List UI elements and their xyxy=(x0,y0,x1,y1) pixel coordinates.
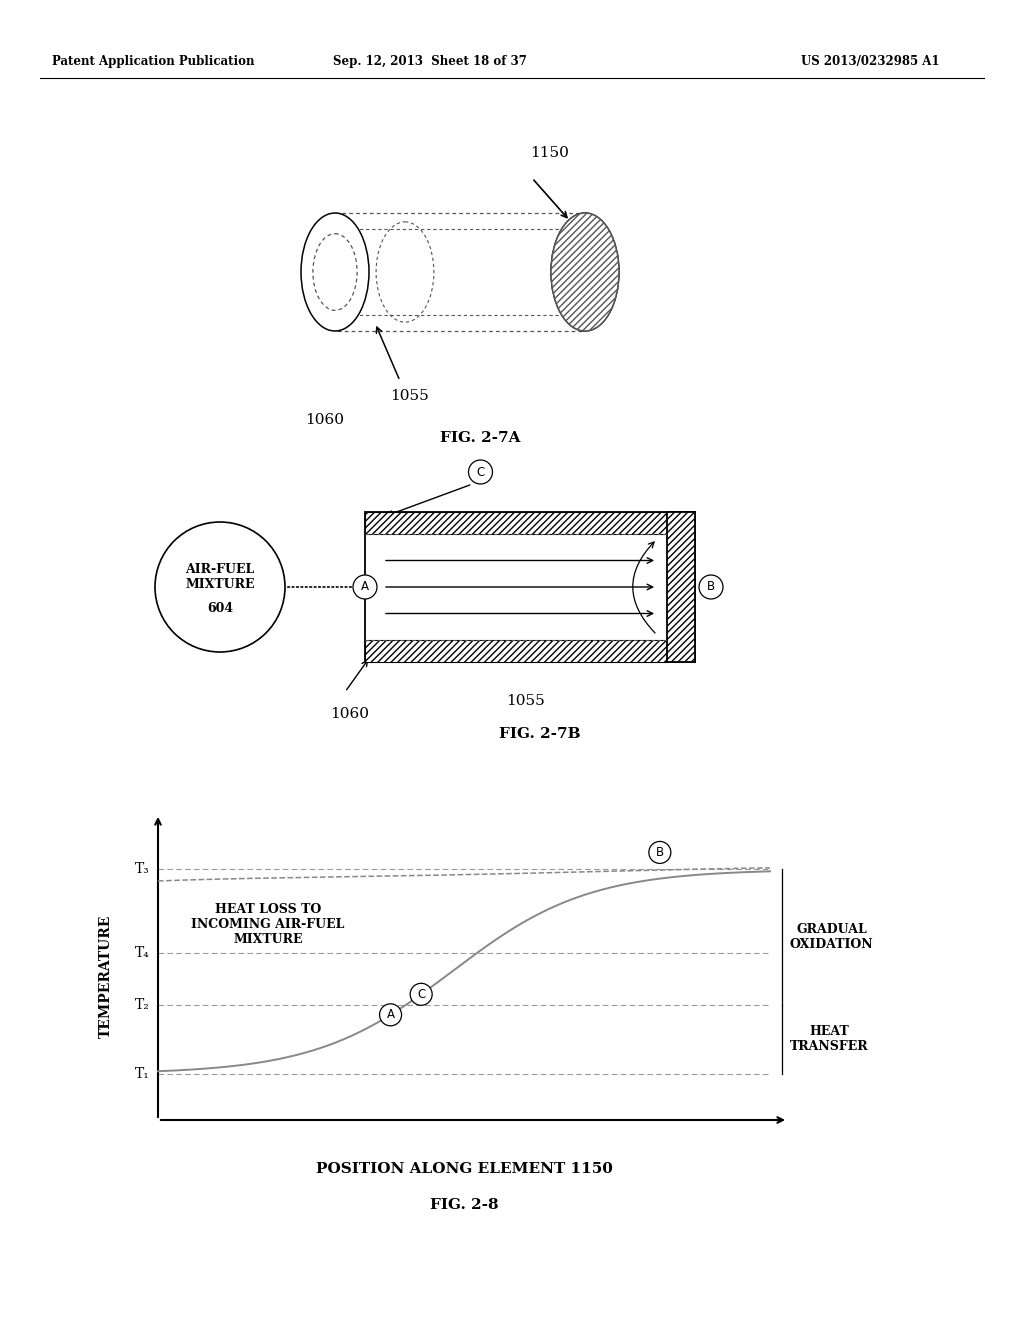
Text: FIG. 2-7A: FIG. 2-7A xyxy=(439,432,520,445)
Ellipse shape xyxy=(551,213,618,331)
Text: T₃: T₃ xyxy=(135,862,150,876)
Circle shape xyxy=(469,459,493,484)
Text: C: C xyxy=(476,466,484,479)
Circle shape xyxy=(380,1003,401,1026)
Text: 1060: 1060 xyxy=(305,413,344,426)
Text: AIR-FUEL
MIXTURE: AIR-FUEL MIXTURE xyxy=(185,564,255,591)
Text: C: C xyxy=(417,987,425,1001)
Circle shape xyxy=(649,841,671,863)
Text: 1055: 1055 xyxy=(506,694,545,708)
Text: POSITION ALONG ELEMENT 1150: POSITION ALONG ELEMENT 1150 xyxy=(315,1162,612,1176)
Text: T₄: T₄ xyxy=(135,946,150,960)
Circle shape xyxy=(411,983,432,1006)
Text: TEMPERATURE: TEMPERATURE xyxy=(99,915,113,1038)
Text: FIG. 2-8: FIG. 2-8 xyxy=(430,1199,499,1212)
Text: HEAT
TRANSFER: HEAT TRANSFER xyxy=(790,1026,868,1053)
Circle shape xyxy=(353,576,377,599)
Text: US 2013/0232985 A1: US 2013/0232985 A1 xyxy=(801,55,939,69)
Text: Sep. 12, 2013  Sheet 18 of 37: Sep. 12, 2013 Sheet 18 of 37 xyxy=(333,55,527,69)
Text: Patent Application Publication: Patent Application Publication xyxy=(52,55,255,69)
Text: T₁: T₁ xyxy=(135,1067,150,1081)
Text: HEAT LOSS TO
INCOMING AIR-FUEL
MIXTURE: HEAT LOSS TO INCOMING AIR-FUEL MIXTURE xyxy=(191,903,345,945)
Text: B: B xyxy=(655,846,664,859)
Ellipse shape xyxy=(551,213,618,331)
Text: 1060: 1060 xyxy=(330,708,369,721)
Text: 604: 604 xyxy=(207,602,233,615)
Bar xyxy=(667,512,695,663)
Text: T₂: T₂ xyxy=(135,998,150,1012)
Bar xyxy=(365,512,667,535)
Text: A: A xyxy=(361,581,369,594)
Text: 1055: 1055 xyxy=(390,389,429,403)
Text: 1150: 1150 xyxy=(530,147,569,160)
Bar xyxy=(335,213,585,331)
Bar xyxy=(365,512,695,663)
Text: B: B xyxy=(707,581,715,594)
Text: FIG. 2-7B: FIG. 2-7B xyxy=(499,727,581,741)
Bar xyxy=(365,640,667,663)
Text: A: A xyxy=(387,1008,394,1022)
Circle shape xyxy=(699,576,723,599)
Ellipse shape xyxy=(301,213,369,331)
Circle shape xyxy=(155,521,285,652)
Text: GRADUAL
OXIDATION: GRADUAL OXIDATION xyxy=(790,923,873,952)
